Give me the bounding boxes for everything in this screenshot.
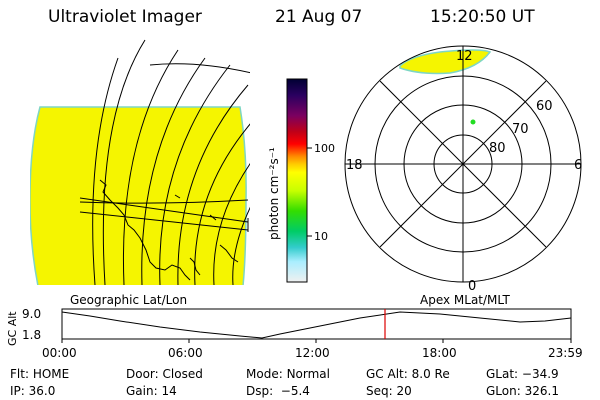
- map-grid: [79, 39, 250, 285]
- coastline: [99, 179, 239, 281]
- status-gc-alt: GC Alt: 8.0 Re: [366, 367, 450, 381]
- status-mode: Mode: Normal: [246, 367, 330, 381]
- polar-uv-region: [399, 49, 492, 75]
- colorbar-tick-10: 10: [314, 230, 328, 243]
- mlt-label-18: 18: [346, 158, 363, 173]
- alt-x-tick-0000: 00:00: [42, 346, 77, 360]
- lat-label-70: 70: [512, 122, 529, 137]
- alt-x-tick-2359: 23:59: [548, 346, 583, 360]
- status-dsp-value: −5.4: [280, 384, 310, 398]
- alt-y-tick-9: 9.0: [22, 307, 41, 321]
- status-glon-value: 326.1: [524, 384, 559, 398]
- status-glon: GLon: 326.1: [486, 384, 559, 398]
- time-label: 15:20:50 UT: [430, 7, 535, 27]
- polar-dot: [470, 119, 476, 125]
- date-label: 21 Aug 07: [275, 7, 363, 27]
- status-glat-value: −34.9: [521, 367, 559, 381]
- lat-label-60: 60: [536, 99, 553, 114]
- alt-right-caption: Apex MLat/MLT: [420, 293, 510, 307]
- colorbar-gradient: [286, 78, 308, 283]
- mlt-label-0: 0: [468, 279, 476, 294]
- status-gain: Gain: 14: [126, 384, 177, 398]
- status-seq: Seq: 20: [366, 384, 412, 398]
- lat-label-80: 80: [489, 141, 506, 156]
- status-flt-value: HOME: [32, 367, 70, 381]
- mlt-label-6: 6: [574, 158, 582, 173]
- status-seq-value: 20: [396, 384, 412, 398]
- status-door: Door: Closed: [126, 367, 203, 381]
- colorbar-unit-label: photon cm⁻²s⁻¹: [267, 147, 281, 240]
- alt-ylabel: GC Alt: [6, 311, 19, 346]
- status-ip: IP: 36.0: [10, 384, 56, 398]
- alt-left-caption: Geographic Lat/Lon: [70, 293, 187, 307]
- mlt-label-12: 12: [456, 49, 473, 64]
- status-door-value: Closed: [162, 367, 203, 381]
- alt-x-tick-1200: 12:00: [295, 346, 330, 360]
- altitude-curve: [61, 311, 572, 339]
- status-flt: Flt: HOME: [10, 367, 70, 381]
- alt-y-tick-1.8: 1.8: [22, 328, 41, 342]
- uv-image-region: [30, 106, 247, 285]
- status-glat: GLat: −34.9: [486, 367, 559, 381]
- status-dsp: Dsp: −5.4: [246, 384, 310, 398]
- instrument-title: Ultraviolet Imager: [48, 7, 202, 27]
- colorbar-tick-100: 100: [314, 142, 335, 155]
- alt-x-tick-0600: 06:00: [168, 346, 203, 360]
- status-gain-value: 14: [161, 384, 177, 398]
- status-gc-alt-value: 8.0 Re: [411, 367, 450, 381]
- alt-x-tick-1800: 18:00: [422, 346, 457, 360]
- status-ip-value: 36.0: [28, 384, 56, 398]
- status-mode-value: Normal: [286, 367, 330, 381]
